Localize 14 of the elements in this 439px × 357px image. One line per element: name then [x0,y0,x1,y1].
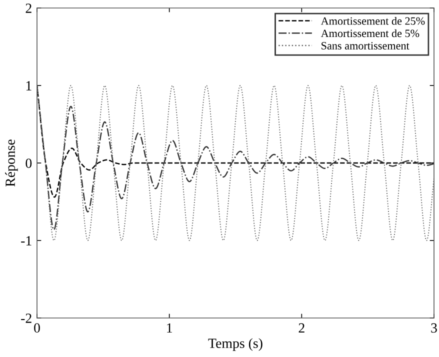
y-tick-label: -2 [21,314,32,323]
y-tick-label: 0 [26,158,32,168]
x-tick-label: 1 [167,323,172,332]
legend-label: Sans amortissement [322,42,410,50]
x-tick-label: 0 [34,323,40,333]
y-tick-label: -1 [21,236,32,246]
x-tick-label: 3 [431,323,437,333]
x-tick-label: 2 [298,323,304,332]
y-tick-label: 1 [26,81,32,90]
legend-label: Amortissement de 5% [320,29,420,38]
x-axis-title: Temps (s) [208,338,262,351]
y-axis-title: Réponse [5,140,18,187]
legend-label: Amortissement de 25% [320,16,425,25]
y-tick-label: 2 [26,4,32,13]
